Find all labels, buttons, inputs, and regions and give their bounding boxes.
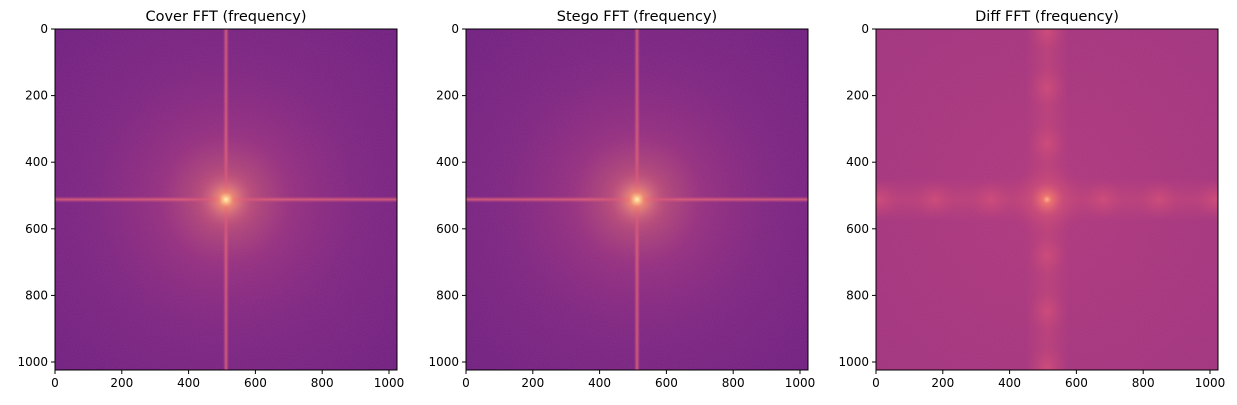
y-tick-label: 200: [25, 89, 48, 103]
x-tick-label: 800: [311, 376, 334, 390]
y-tick-label: 200: [846, 89, 869, 103]
x-tick-label: 400: [177, 376, 200, 390]
y-tick-label: 0: [861, 22, 869, 36]
y-tick-label: 400: [846, 155, 869, 169]
x-tick-label: 200: [931, 376, 954, 390]
panel-3: Diff FFT (frequency)0 200 400 600 800 1000020…: [838, 9, 1226, 390]
x-tick-label: 600: [244, 376, 267, 390]
axes-frame: [875, 28, 1219, 371]
x-tick-label: 600: [1065, 376, 1088, 390]
panel-2: Stego FFT (frequency)0 200 400 600 800 100002…: [428, 9, 815, 390]
y-tick-label: 0: [40, 22, 48, 36]
blob-h: [1137, 179, 1182, 220]
y-tick-label: 1000: [17, 355, 48, 369]
y-tick-label: 800: [846, 288, 869, 302]
blob-v: [1027, 65, 1067, 110]
x-tick-label: 0: [462, 376, 470, 390]
x-tick-label: 1000: [1195, 376, 1226, 390]
x-tick-label: 1000: [785, 376, 816, 390]
x-tick-label: 400: [588, 376, 611, 390]
blob-h: [968, 179, 1013, 220]
x-tick-label: 200: [110, 376, 133, 390]
y-tick-label: 600: [25, 222, 48, 236]
x-tick-label: 200: [521, 376, 544, 390]
y-tick-label: 400: [436, 155, 459, 169]
blob-h: [1193, 179, 1218, 220]
blob-h: [1081, 179, 1126, 220]
y-tick-label: 200: [436, 89, 459, 103]
x-tick-label: 800: [1132, 376, 1155, 390]
axes-frame: [465, 28, 809, 371]
y-tick-label: 0: [451, 22, 459, 36]
y-tick-label: 400: [25, 155, 48, 169]
blob-v: [1027, 289, 1067, 334]
glow-core: [184, 157, 268, 242]
x-tick-label: 0: [872, 376, 880, 390]
x-tick-label: 0: [51, 376, 59, 390]
axes-frame: [54, 28, 398, 371]
y-tick-label: 800: [436, 288, 459, 302]
blob-h: [876, 179, 901, 220]
y-tick-label: 1000: [838, 355, 869, 369]
blob-v: [1027, 233, 1067, 278]
blob-v: [1027, 29, 1067, 54]
heatmap-image: [466, 29, 808, 370]
chart-title: Cover FFT (frequency): [145, 9, 306, 25]
x-tick-label: 600: [655, 376, 678, 390]
blob-h: [912, 179, 957, 220]
glow-core: [1007, 159, 1087, 240]
heatmap-image: [876, 29, 1218, 370]
y-tick-label: 600: [436, 222, 459, 236]
x-tick-label: 800: [722, 376, 745, 390]
y-tick-label: 1000: [428, 355, 459, 369]
x-tick-label: 1000: [374, 376, 405, 390]
chart-title: Stego FFT (frequency): [557, 9, 717, 25]
y-tick-label: 600: [846, 222, 869, 236]
blob-v: [1027, 121, 1067, 166]
y-tick-label: 800: [25, 288, 48, 302]
blob-v: [1027, 345, 1067, 370]
glow-core: [595, 157, 679, 242]
x-tick-label: 400: [998, 376, 1021, 390]
heatmap-image: [55, 29, 397, 370]
panel-1: Cover FFT (frequency)0 200 400 600 800 100002…: [17, 9, 404, 390]
chart-title: Diff FFT (frequency): [975, 9, 1119, 25]
